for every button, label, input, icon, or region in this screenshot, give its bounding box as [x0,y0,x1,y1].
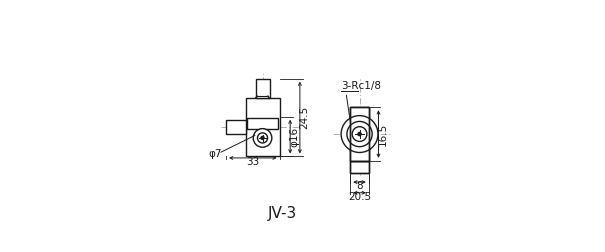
Text: 20.5: 20.5 [348,192,371,202]
Circle shape [341,116,378,152]
Text: 24.5: 24.5 [299,106,309,129]
Text: φ16: φ16 [289,127,299,147]
Bar [350,161,369,173]
Text: 33: 33 [246,157,260,167]
Circle shape [357,132,362,136]
Text: JV-3: JV-3 [268,206,298,221]
Circle shape [252,127,273,149]
Bar [350,161,369,173]
Bar [226,120,246,134]
Bar [246,98,280,156]
Bar [350,107,369,161]
Text: 3-Rc1/8: 3-Rc1/8 [341,81,381,91]
Bar [247,118,278,129]
Bar [350,107,369,161]
Circle shape [261,136,264,140]
Text: φ7: φ7 [209,149,222,160]
Text: 8: 8 [356,181,363,191]
Bar [350,107,369,161]
Circle shape [253,129,272,147]
Bar [350,107,369,161]
Circle shape [258,133,267,143]
Text: 16.5: 16.5 [378,122,388,146]
Circle shape [352,127,367,141]
Bar [255,79,269,98]
Circle shape [347,121,372,147]
